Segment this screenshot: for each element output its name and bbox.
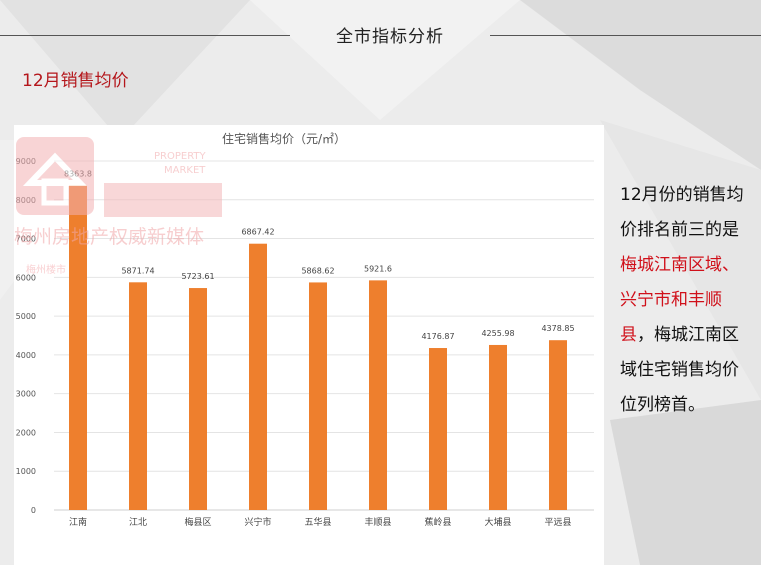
data-label-1: 5871.74 [121, 266, 154, 275]
bar-1 [129, 282, 147, 510]
y-tick-label: 4000 [16, 351, 36, 360]
x-tick-label-6: 蕉岭县 [424, 516, 451, 528]
x-tick-label-4: 五华县 [304, 516, 331, 528]
chart-card: 住宅销售均价（元/㎡） 0 1000 2000 3000 4000 5000 6000 7000… [14, 125, 604, 565]
data-label-7: 4255.98 [481, 329, 514, 338]
header-rule-left [0, 35, 290, 36]
y-tick-label: 1000 [16, 467, 36, 476]
bar-6 [429, 348, 447, 510]
bar-chart: 住宅销售均价（元/㎡） 0 1000 2000 3000 4000 5000 6000 7000… [16, 131, 594, 528]
watermark-logo-text: 梅州楼市 [26, 263, 66, 275]
summary-text: 12月份的销售均价排名前三的是梅城江南区域、兴宁市和丰顺县，梅城江南区域住宅销售… [620, 178, 748, 423]
x-tick-label-0: 江南 [69, 516, 87, 528]
section-subtitle: 12月销售均价 [22, 71, 129, 91]
data-label-6: 4176.87 [421, 332, 454, 341]
y-tick-label: 0 [31, 506, 36, 515]
y-tick-label: 3000 [16, 390, 36, 399]
bar-3 [249, 243, 267, 510]
watermark-en-1: PROPERTY [154, 151, 207, 162]
y-tick-label: 5000 [16, 312, 36, 321]
x-tick-label-7: 大埔县 [484, 516, 511, 528]
bar-8 [549, 340, 567, 510]
data-label-4: 5868.62 [301, 266, 334, 275]
y-tick-label: 7000 [16, 235, 36, 244]
bar-5 [369, 280, 387, 510]
bar-4 [309, 282, 327, 510]
summary-part-1: 12月份的销售均价排名前三的是 [620, 185, 744, 240]
watermark-en-2: MARKET [164, 165, 206, 176]
data-label-2: 5723.61 [181, 272, 214, 281]
x-tick-label-1: 江北 [129, 517, 147, 528]
data-label-5: 5921.6 [364, 264, 392, 273]
header-rule-right [490, 35, 761, 36]
data-label-8: 4378.85 [541, 324, 574, 333]
data-label-3: 6867.42 [241, 228, 274, 237]
x-tick-label-3: 兴宁市 [244, 516, 271, 528]
summary-part-2: ，梅城江南区域住宅销售均价位列榜首。 [620, 325, 739, 415]
y-tick-label: 2000 [16, 428, 36, 437]
watermark-slogan: 梅州房地产权威新媒体 [14, 226, 204, 248]
chart-title: 住宅销售均价（元/㎡） [222, 131, 346, 146]
page-title: 全市指标分析 [336, 27, 444, 47]
watermark: 梅州楼市 PROPERTY MARKET 梅州房地产权威新媒体 [14, 137, 222, 275]
watermark-logo-icon [16, 137, 94, 215]
bar-7 [489, 344, 507, 510]
bar-0 [69, 185, 87, 511]
y-tick-label: 6000 [16, 273, 36, 282]
bar-2 [189, 288, 207, 510]
x-tick-label-5: 丰顺县 [364, 516, 391, 528]
summary-highlight: 梅城江南区域、兴宁市和丰顺县 [620, 255, 739, 345]
x-tick-label-8: 平远县 [544, 517, 571, 528]
x-tick-label-2: 梅县区 [184, 516, 211, 528]
